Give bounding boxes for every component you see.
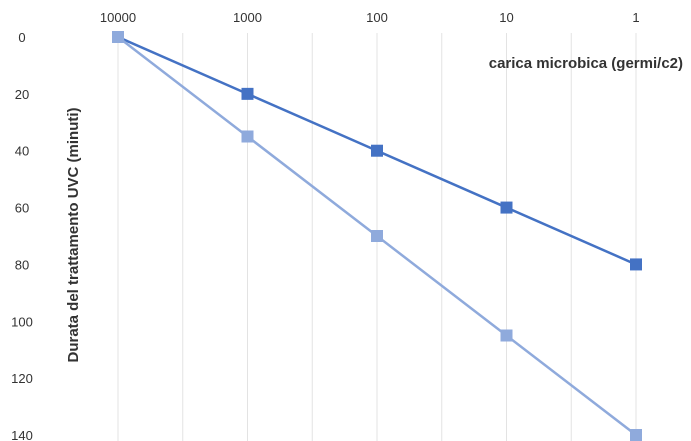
y-tick-label: 140: [11, 428, 33, 441]
data-point: [371, 144, 383, 157]
y-tick-label: 60: [15, 201, 29, 216]
x-axis-title: carica microbica (germi/c2): [489, 55, 683, 72]
x-tick-label: 1000: [233, 10, 262, 25]
series-2: [112, 31, 642, 441]
x-tick-label: 1: [632, 10, 639, 25]
y-tick-label: 20: [15, 87, 29, 102]
data-point: [500, 201, 513, 214]
data-point: [630, 429, 642, 441]
data-point: [630, 258, 642, 271]
y-tick-label: 80: [15, 257, 29, 272]
y-tick-label: 100: [11, 314, 33, 329]
x-axis-ticks: 10000 1000 100 10 1: [100, 10, 640, 25]
data-point: [500, 329, 513, 342]
x-tick-label: 10: [499, 10, 513, 25]
y-axis-title: Durata del trattamento UVC (minuti): [65, 107, 82, 362]
series-group: [112, 31, 642, 441]
y-tick-label: 0: [18, 30, 25, 45]
data-point: [371, 230, 383, 242]
data-point: [112, 31, 124, 43]
y-tick-label: 120: [11, 371, 33, 386]
data-point: [241, 130, 254, 143]
y-axis-ticks: 0 20 40 60 80 100 120 140: [11, 30, 33, 441]
data-point: [241, 87, 254, 100]
x-tick-label: 100: [366, 10, 388, 25]
y-tick-label: 40: [15, 144, 29, 159]
x-tick-label: 10000: [100, 10, 136, 25]
